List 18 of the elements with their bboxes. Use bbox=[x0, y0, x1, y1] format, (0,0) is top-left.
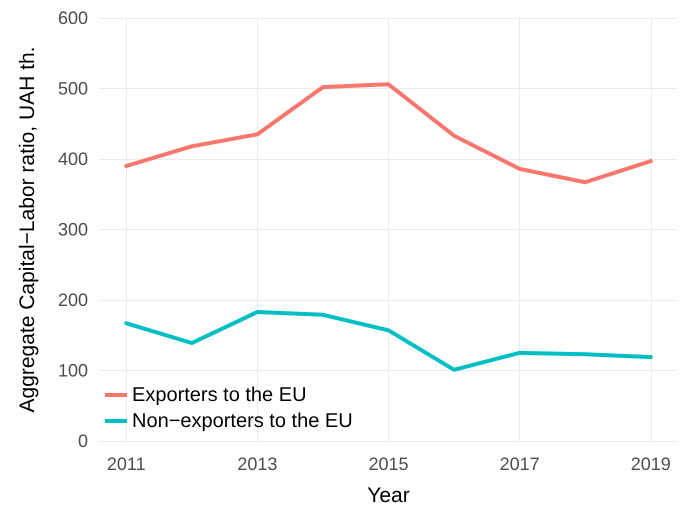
y-axis-title: Aggregate Capital−Labor ratio, UAH th. bbox=[16, 46, 39, 412]
y-tick-label: 500 bbox=[58, 78, 88, 98]
y-tick-label: 600 bbox=[58, 8, 88, 28]
x-tick-label: 2011 bbox=[106, 454, 146, 474]
x-tick-label: 2013 bbox=[237, 454, 278, 474]
x-tick-label: 2017 bbox=[500, 454, 540, 474]
legend-label: Exporters to the EU bbox=[132, 384, 307, 406]
x-tick-label: 2015 bbox=[368, 454, 409, 474]
x-axis-title: Year bbox=[367, 484, 410, 507]
y-tick-label: 400 bbox=[58, 149, 88, 169]
line-series bbox=[124, 82, 653, 184]
line-series bbox=[124, 310, 653, 372]
y-tick-label: 0 bbox=[78, 431, 88, 451]
x-tick-label: 2019 bbox=[630, 454, 671, 474]
y-tick-label: 100 bbox=[58, 360, 88, 380]
y-tick-label: 200 bbox=[58, 290, 88, 310]
legend-label: Non−exporters to the EU bbox=[132, 410, 353, 432]
y-tick-label: 300 bbox=[58, 220, 88, 240]
